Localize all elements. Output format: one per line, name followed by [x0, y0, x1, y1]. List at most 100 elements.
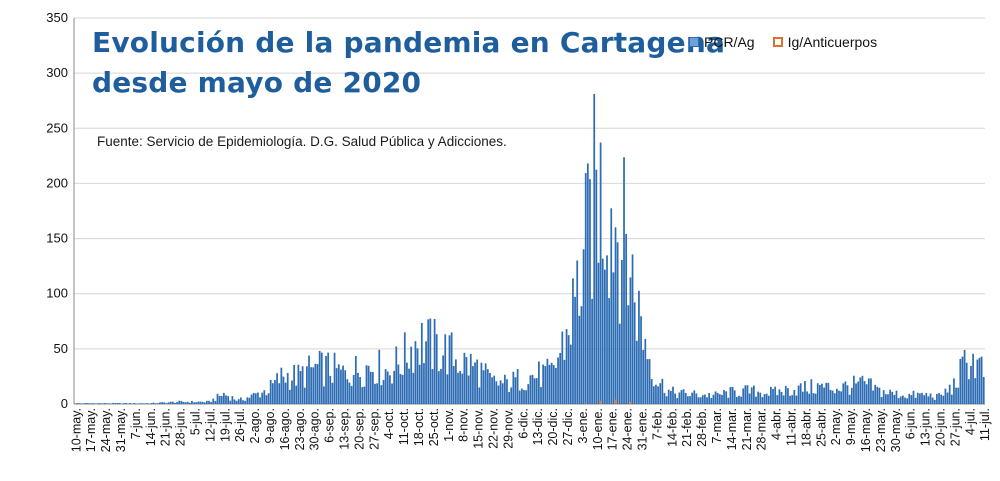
bar-pcr: [319, 351, 321, 404]
x-tick-label: 13-dic.: [531, 408, 545, 446]
bar-pcr: [295, 386, 297, 404]
bar-pcr: [123, 403, 125, 404]
bar-pcr: [913, 391, 915, 404]
bar-pcr: [219, 396, 221, 404]
bar-pcr: [953, 378, 955, 404]
bar-pcr: [532, 375, 534, 404]
bar-pcr: [955, 388, 957, 404]
x-tick-label: 31-may.: [114, 408, 128, 452]
bar-pcr: [489, 373, 491, 404]
bar-pcr: [491, 377, 493, 404]
bar-pcr: [91, 403, 93, 404]
bar-pcr: [570, 345, 572, 404]
bar-pcr: [727, 398, 729, 404]
bar-pcr: [487, 369, 489, 404]
bar-pcr: [949, 385, 951, 404]
bar-pcr: [593, 94, 595, 404]
bar-pcr: [602, 259, 604, 404]
bar-pcr: [451, 332, 453, 404]
bar-pcr: [453, 366, 455, 404]
bar-pcr: [693, 390, 695, 404]
bar-pcr: [357, 373, 359, 404]
bar-pcr: [200, 402, 202, 404]
bar-pcr: [604, 270, 606, 404]
bar-pcr: [838, 391, 840, 404]
bar-pcr: [157, 403, 159, 404]
y-tick-label: 100: [46, 286, 68, 301]
bar-pcr: [76, 403, 78, 404]
bar-pcr: [257, 393, 259, 405]
bar-pcr: [649, 359, 651, 404]
chart-legend: PCR/Ag Ig/Anticuerpos: [689, 34, 895, 50]
bar-pcr: [759, 393, 761, 404]
chart-source-note: Fuente: Servicio de Epidemiología. D.G. …: [97, 134, 507, 149]
bar-pcr: [691, 393, 693, 404]
bar-ig: [585, 403, 587, 404]
x-tick-label: 22-nov.: [486, 408, 500, 449]
bar-pcr: [885, 394, 887, 404]
bar-pcr: [168, 402, 170, 404]
bar-pcr: [932, 398, 934, 404]
bar-pcr: [376, 383, 378, 404]
bar-pcr: [206, 401, 208, 404]
y-tick-label: 0: [61, 396, 68, 411]
bar-ig: [600, 401, 602, 404]
bar-pcr: [757, 392, 759, 404]
bar-pcr: [911, 395, 913, 404]
x-tick-label: 25-oct.: [427, 408, 441, 446]
bar-pcr: [444, 334, 446, 404]
bar-pcr: [308, 356, 310, 404]
bar-pcr: [855, 383, 857, 404]
x-tick-label: 28-jun.: [174, 408, 188, 446]
bar-pcr: [670, 391, 672, 404]
bar-pcr: [274, 380, 276, 404]
bar-pcr: [368, 366, 370, 404]
x-tick-label: 21-jun.: [159, 408, 173, 446]
bar-pcr: [555, 368, 557, 404]
x-tick-label: 7-jun.: [129, 408, 143, 439]
y-tick-label: 300: [46, 65, 68, 80]
bar-pcr: [332, 383, 334, 404]
bar-pcr: [938, 393, 940, 404]
bar-pcr: [623, 157, 625, 404]
x-tick-label: 23-may.: [874, 408, 888, 452]
bar-pcr: [908, 394, 910, 404]
bar-pcr: [302, 366, 304, 404]
bar-pcr: [78, 403, 80, 404]
bar-pcr: [730, 387, 732, 404]
bar-pcr: [666, 396, 668, 404]
bar-pcr: [97, 403, 99, 404]
bar-pcr: [696, 393, 698, 404]
bar-pcr: [836, 389, 838, 404]
bar-ig: [630, 402, 632, 404]
bar-pcr: [249, 398, 251, 404]
bar-pcr: [221, 396, 223, 404]
bar-pcr: [862, 376, 864, 404]
bar-pcr: [589, 179, 591, 404]
bar-pcr: [434, 319, 436, 404]
legend-item-ig: Ig/Anticuerpos: [773, 34, 878, 50]
bar-pcr: [457, 373, 459, 404]
bar-pcr: [876, 387, 878, 404]
bar-pcr: [747, 385, 749, 404]
legend-label-pcr: PCR/Ag: [704, 34, 755, 50]
bar-pcr: [312, 367, 314, 404]
bar-pcr: [193, 402, 195, 404]
legend-item-pcr: PCR/Ag: [689, 34, 755, 50]
x-tick-label: 6-jun.: [904, 408, 918, 439]
bar-pcr: [921, 393, 923, 404]
bar-pcr: [178, 401, 180, 404]
bar-pcr: [542, 365, 544, 404]
bar-pcr: [776, 395, 778, 404]
bar-pcr: [412, 373, 414, 404]
bar-pcr: [134, 403, 136, 404]
bar-pcr: [787, 388, 789, 404]
bar-pcr: [849, 395, 851, 404]
bar-pcr: [610, 208, 612, 404]
bar-pcr: [744, 385, 746, 404]
bar-pcr: [355, 356, 357, 404]
x-tick-label: 1-nov.: [442, 408, 456, 442]
bar-pcr: [415, 341, 417, 404]
bar-pcr: [300, 371, 302, 404]
bar-pcr: [85, 403, 87, 404]
